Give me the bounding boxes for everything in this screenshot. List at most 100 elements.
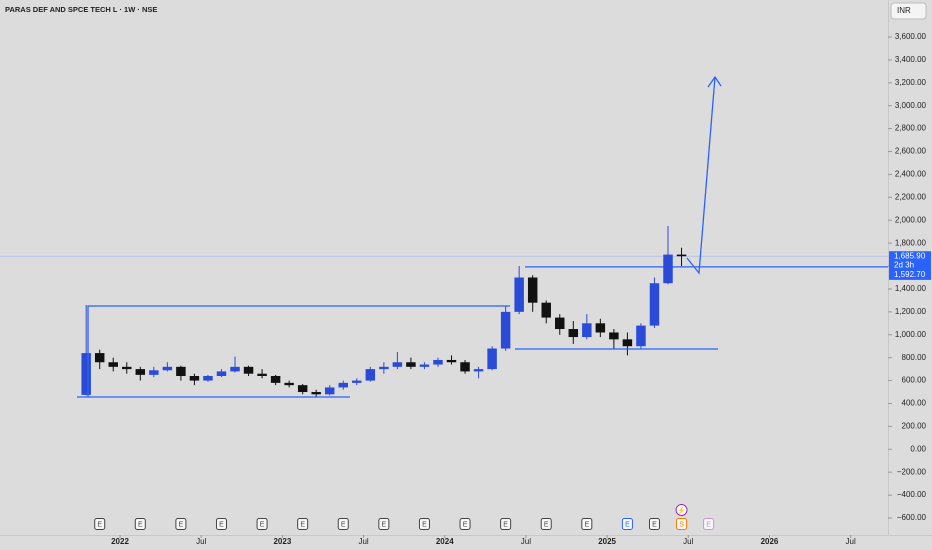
y-tick-label: 400.00 (902, 399, 927, 408)
price-label: 1,685.90 (894, 251, 926, 260)
candle-body (311, 392, 321, 395)
event-marker (500, 518, 512, 530)
candle-body (243, 366, 254, 374)
event-label: E (382, 521, 387, 528)
candle-body (460, 362, 470, 372)
y-tick-label: 2,600.00 (895, 147, 927, 156)
y-tick-label: 1,400.00 (895, 284, 927, 293)
resistance-line (87, 305, 510, 397)
candle-body (663, 254, 673, 284)
event-marker (418, 518, 430, 530)
candle-body (176, 366, 186, 376)
y-tick-label: 1,800.00 (895, 238, 927, 247)
projection-arrow (686, 76, 716, 275)
candle-body (676, 254, 687, 257)
candle-body (500, 311, 511, 349)
candle-body (230, 366, 240, 372)
y-tick-label: 800.00 (902, 353, 927, 362)
candle-body (189, 375, 200, 381)
x-tick-label: 2022 (111, 537, 129, 546)
event-label: E (179, 521, 184, 528)
candle-body (555, 317, 565, 330)
candle-body (81, 353, 91, 395)
plot (0, 225, 888, 397)
event-label: E (503, 521, 508, 528)
x-tick-label: Jul (196, 537, 206, 546)
event-marker (94, 518, 106, 530)
drawings (77, 75, 722, 398)
y-tick-label: −600.00 (897, 513, 927, 522)
event-marker (648, 518, 660, 530)
event-marker (581, 518, 593, 530)
candle-body (379, 366, 389, 370)
candle-body (324, 387, 335, 395)
candle-body (568, 329, 579, 338)
candle-body (433, 359, 443, 365)
event-label: E (300, 521, 305, 528)
y-tick-label: 2,200.00 (895, 192, 927, 201)
event-label: E (625, 521, 630, 528)
candle-body (595, 323, 606, 333)
event-marker (540, 518, 552, 530)
event-label: E (219, 521, 224, 528)
candle-body (297, 385, 308, 393)
event-marker (378, 518, 390, 530)
candle-body (270, 375, 281, 383)
event-label: E (260, 521, 265, 528)
candle-body (338, 382, 348, 388)
x-tick-label: Jul (683, 537, 693, 546)
event-label: E (422, 521, 427, 528)
y-tick-label: 1,200.00 (895, 307, 927, 316)
y-tick-label: 3,200.00 (895, 78, 927, 87)
candle-body (649, 283, 660, 326)
y-tick-label: 3,000.00 (895, 101, 927, 110)
candle-body (352, 380, 362, 383)
candle-body (94, 353, 105, 363)
price-label-sub: 2d 3h (894, 260, 914, 269)
candle-body (257, 373, 267, 376)
candle-body (365, 369, 376, 381)
event-label: E (341, 521, 346, 528)
event-marker (676, 518, 688, 530)
candle-body (541, 302, 551, 318)
price-label-box (889, 269, 931, 280)
event-marker (175, 518, 187, 530)
candle-body (622, 339, 633, 347)
candle-body (446, 359, 457, 363)
candle-body (473, 369, 484, 372)
y-tick-label: −200.00 (897, 467, 927, 476)
event-label: E (97, 521, 102, 528)
price-label: 1,592.70 (894, 270, 926, 279)
candle-body (203, 375, 213, 381)
candle-body (392, 362, 403, 367)
candle-body (162, 366, 173, 371)
x-tick-label: 2023 (273, 537, 291, 546)
y-tick-label: 3,600.00 (895, 32, 927, 41)
y-tick-label: 2,000.00 (895, 215, 927, 224)
event-marker (215, 518, 227, 530)
candle-body (406, 362, 416, 367)
y-tick-label: 600.00 (902, 376, 927, 385)
event-marker (459, 518, 471, 530)
x-tick-label: 2024 (436, 537, 454, 546)
candle-body (108, 362, 118, 367)
y-tick-label: −400.00 (897, 490, 927, 499)
event-marker (256, 518, 268, 530)
candle-body (487, 348, 497, 370)
event-marker (703, 518, 715, 530)
event-label: E (652, 521, 657, 528)
event-label: E (544, 521, 549, 528)
y-tick-label: 2,400.00 (895, 170, 927, 179)
x-tick-label: Jul (521, 537, 531, 546)
event-label: E (463, 521, 468, 528)
x-tick-label: 2026 (761, 537, 779, 546)
event-marker (675, 504, 688, 516)
currency-box[interactable] (890, 2, 927, 20)
y-tick-label: 0.00 (910, 444, 926, 453)
x-tick-label: 2025 (598, 537, 616, 546)
candle-body (216, 371, 227, 376)
event-label: E (584, 521, 589, 528)
x-tick-label: Jul (846, 537, 856, 546)
event-marker (337, 518, 349, 530)
